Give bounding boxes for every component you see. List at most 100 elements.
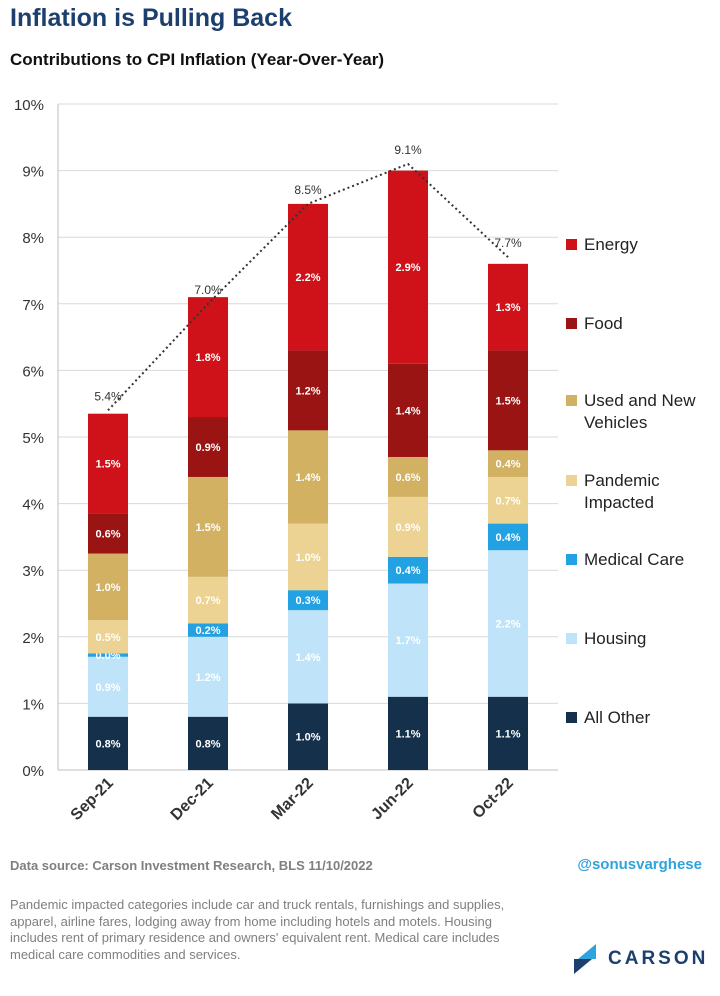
legend-swatch: [566, 395, 577, 406]
total-label: 7.7%: [494, 236, 522, 250]
x-tick-label: Sep-21: [68, 775, 117, 824]
bar-data-label: 2.2%: [295, 272, 320, 284]
stacked-bar-chart: 0% 1% 2% 3% 4% 5% 6% 7% 8% 9% 10% 0.8% 0.8% 1.0% 1.1% 1…: [14, 97, 558, 824]
bar-segment-all-other: [288, 703, 328, 770]
y-tick-label: 4%: [22, 497, 44, 514]
bar-segment-housing: [488, 550, 528, 697]
y-tick-label: 2%: [22, 630, 44, 647]
bar-data-label: 0.2%: [195, 625, 220, 637]
x-tick-label: Mar-22: [268, 775, 317, 824]
page-title: Inflation is Pulling Back: [10, 4, 292, 32]
y-tick-label: 9%: [22, 164, 44, 181]
bar-data-label: 0.8%: [95, 738, 120, 750]
bar-data-label: 1.0%: [295, 732, 320, 744]
y-tick-label: 10%: [14, 97, 44, 114]
bar-data-label: 1.1%: [395, 728, 420, 740]
bar-data-label: 1.1%: [495, 728, 520, 740]
bar-segment-energy: [188, 297, 228, 418]
bar-segment-food: [388, 363, 428, 457]
bar-data-label: 1.7%: [395, 635, 420, 647]
bar-data-label: 2.2%: [495, 618, 520, 630]
bar-data-label: 0.6%: [395, 472, 420, 484]
bar-data-label: 1.0%: [295, 552, 320, 564]
bar-segment-medical-care: [388, 556, 428, 584]
y-tick-label: 5%: [22, 430, 44, 447]
legend-swatch: [566, 239, 577, 250]
total-label: 7.0%: [194, 283, 222, 297]
y-tick-label: 0%: [22, 763, 44, 780]
bar-data-label: 1.4%: [295, 472, 320, 484]
bar-data-label: 0.4%: [395, 565, 420, 577]
bar-data-label: 1.3%: [495, 302, 520, 314]
bar-data-label: 0.4%: [495, 532, 520, 544]
bar-segment-energy: [288, 203, 328, 351]
legend-label: Energy: [584, 235, 638, 254]
y-tick-label: 8%: [22, 230, 44, 247]
bar-segment-housing: [188, 636, 228, 717]
y-tick-label: 6%: [22, 363, 44, 380]
y-tick-label: 7%: [22, 297, 44, 314]
twitter-handle[interactable]: @sonusvarghese: [577, 856, 702, 873]
legend-label: Housing: [584, 629, 647, 648]
bar-data-label: 1.4%: [395, 405, 420, 417]
total-label: 8.5%: [294, 183, 322, 197]
bar-segment-food: [288, 350, 328, 431]
legend-swatch: [566, 475, 577, 486]
bar-data-label: 0.7%: [495, 495, 520, 507]
bar-segment-housing: [88, 656, 128, 717]
bar-segment-food: [188, 417, 228, 477]
legend-item: Pandemic Impacted: [566, 470, 720, 514]
bar-segment-medical-care: [188, 623, 228, 637]
bar-segment-energy: [88, 413, 128, 514]
bar-segment-energy: [488, 263, 528, 351]
bar-data-label: 0.7%: [195, 595, 220, 607]
bar-segment-all-other: [188, 716, 228, 770]
x-tick-label: Jun-22: [368, 775, 417, 824]
bar-segment-food: [88, 513, 128, 554]
total-label: 5.4%: [94, 389, 122, 403]
carson-logo: CARSON: [572, 944, 708, 974]
x-tick-label: Dec-21: [168, 775, 217, 824]
bar-segment-pandemic-impacted: [288, 523, 328, 591]
total-trend-line: [107, 162, 509, 412]
legend-item: Food: [566, 313, 720, 335]
data-source: Data source: Carson Investment Research,…: [10, 858, 373, 873]
bar-segment-pandemic-impacted: [88, 620, 128, 654]
bar-data-label: 1.2%: [195, 672, 220, 684]
bar-segment-housing: [388, 583, 428, 697]
bar-segment-housing: [288, 610, 328, 704]
bar-segment-food: [488, 350, 528, 451]
bar-data-label: 0.5%: [95, 632, 120, 644]
bar-data-label: 1.5%: [195, 522, 220, 534]
legend-swatch: [566, 633, 577, 644]
bar-segment-all-other: [488, 696, 528, 770]
bar-data-label: 2.9%: [395, 262, 420, 274]
x-tick-label: Oct-22: [470, 775, 517, 822]
legend-label: Pandemic Impacted: [584, 471, 660, 512]
legend-swatch: [566, 318, 577, 329]
legend-item: Housing: [566, 628, 720, 650]
bar-segment-medical-care: [488, 523, 528, 551]
carson-logo-icon: [574, 944, 596, 974]
bar-segment-all-other: [388, 696, 428, 770]
bar-data-label: 0.4%: [495, 459, 520, 471]
bar-data-label: 0.9%: [395, 522, 420, 534]
bar-segment-pandemic-impacted: [188, 576, 228, 624]
bar-segment-used-and-new-vehicles: [288, 430, 328, 524]
legend-label: Used and New Vehicles: [584, 391, 696, 432]
bar-segment-pandemic-impacted: [488, 476, 528, 524]
bar-segment-energy: [388, 170, 428, 364]
legend-label: Food: [584, 314, 623, 333]
bar-data-label: 1.5%: [495, 395, 520, 407]
bar-data-label: 0.9%: [195, 442, 220, 454]
legend-swatch: [566, 554, 577, 565]
legend-label: All Other: [584, 708, 651, 727]
legend-item: Medical Care: [566, 549, 720, 571]
bar-segment-pandemic-impacted: [388, 496, 428, 557]
legend-item: Used and New Vehicles: [566, 390, 720, 434]
y-tick-label: 3%: [22, 563, 44, 580]
total-label: 9.1%: [394, 143, 422, 157]
bar-data-label: 1.8%: [195, 352, 220, 364]
bar-data-label: 0.3%: [295, 595, 320, 607]
bar-data-label: 0.9%: [95, 682, 120, 694]
